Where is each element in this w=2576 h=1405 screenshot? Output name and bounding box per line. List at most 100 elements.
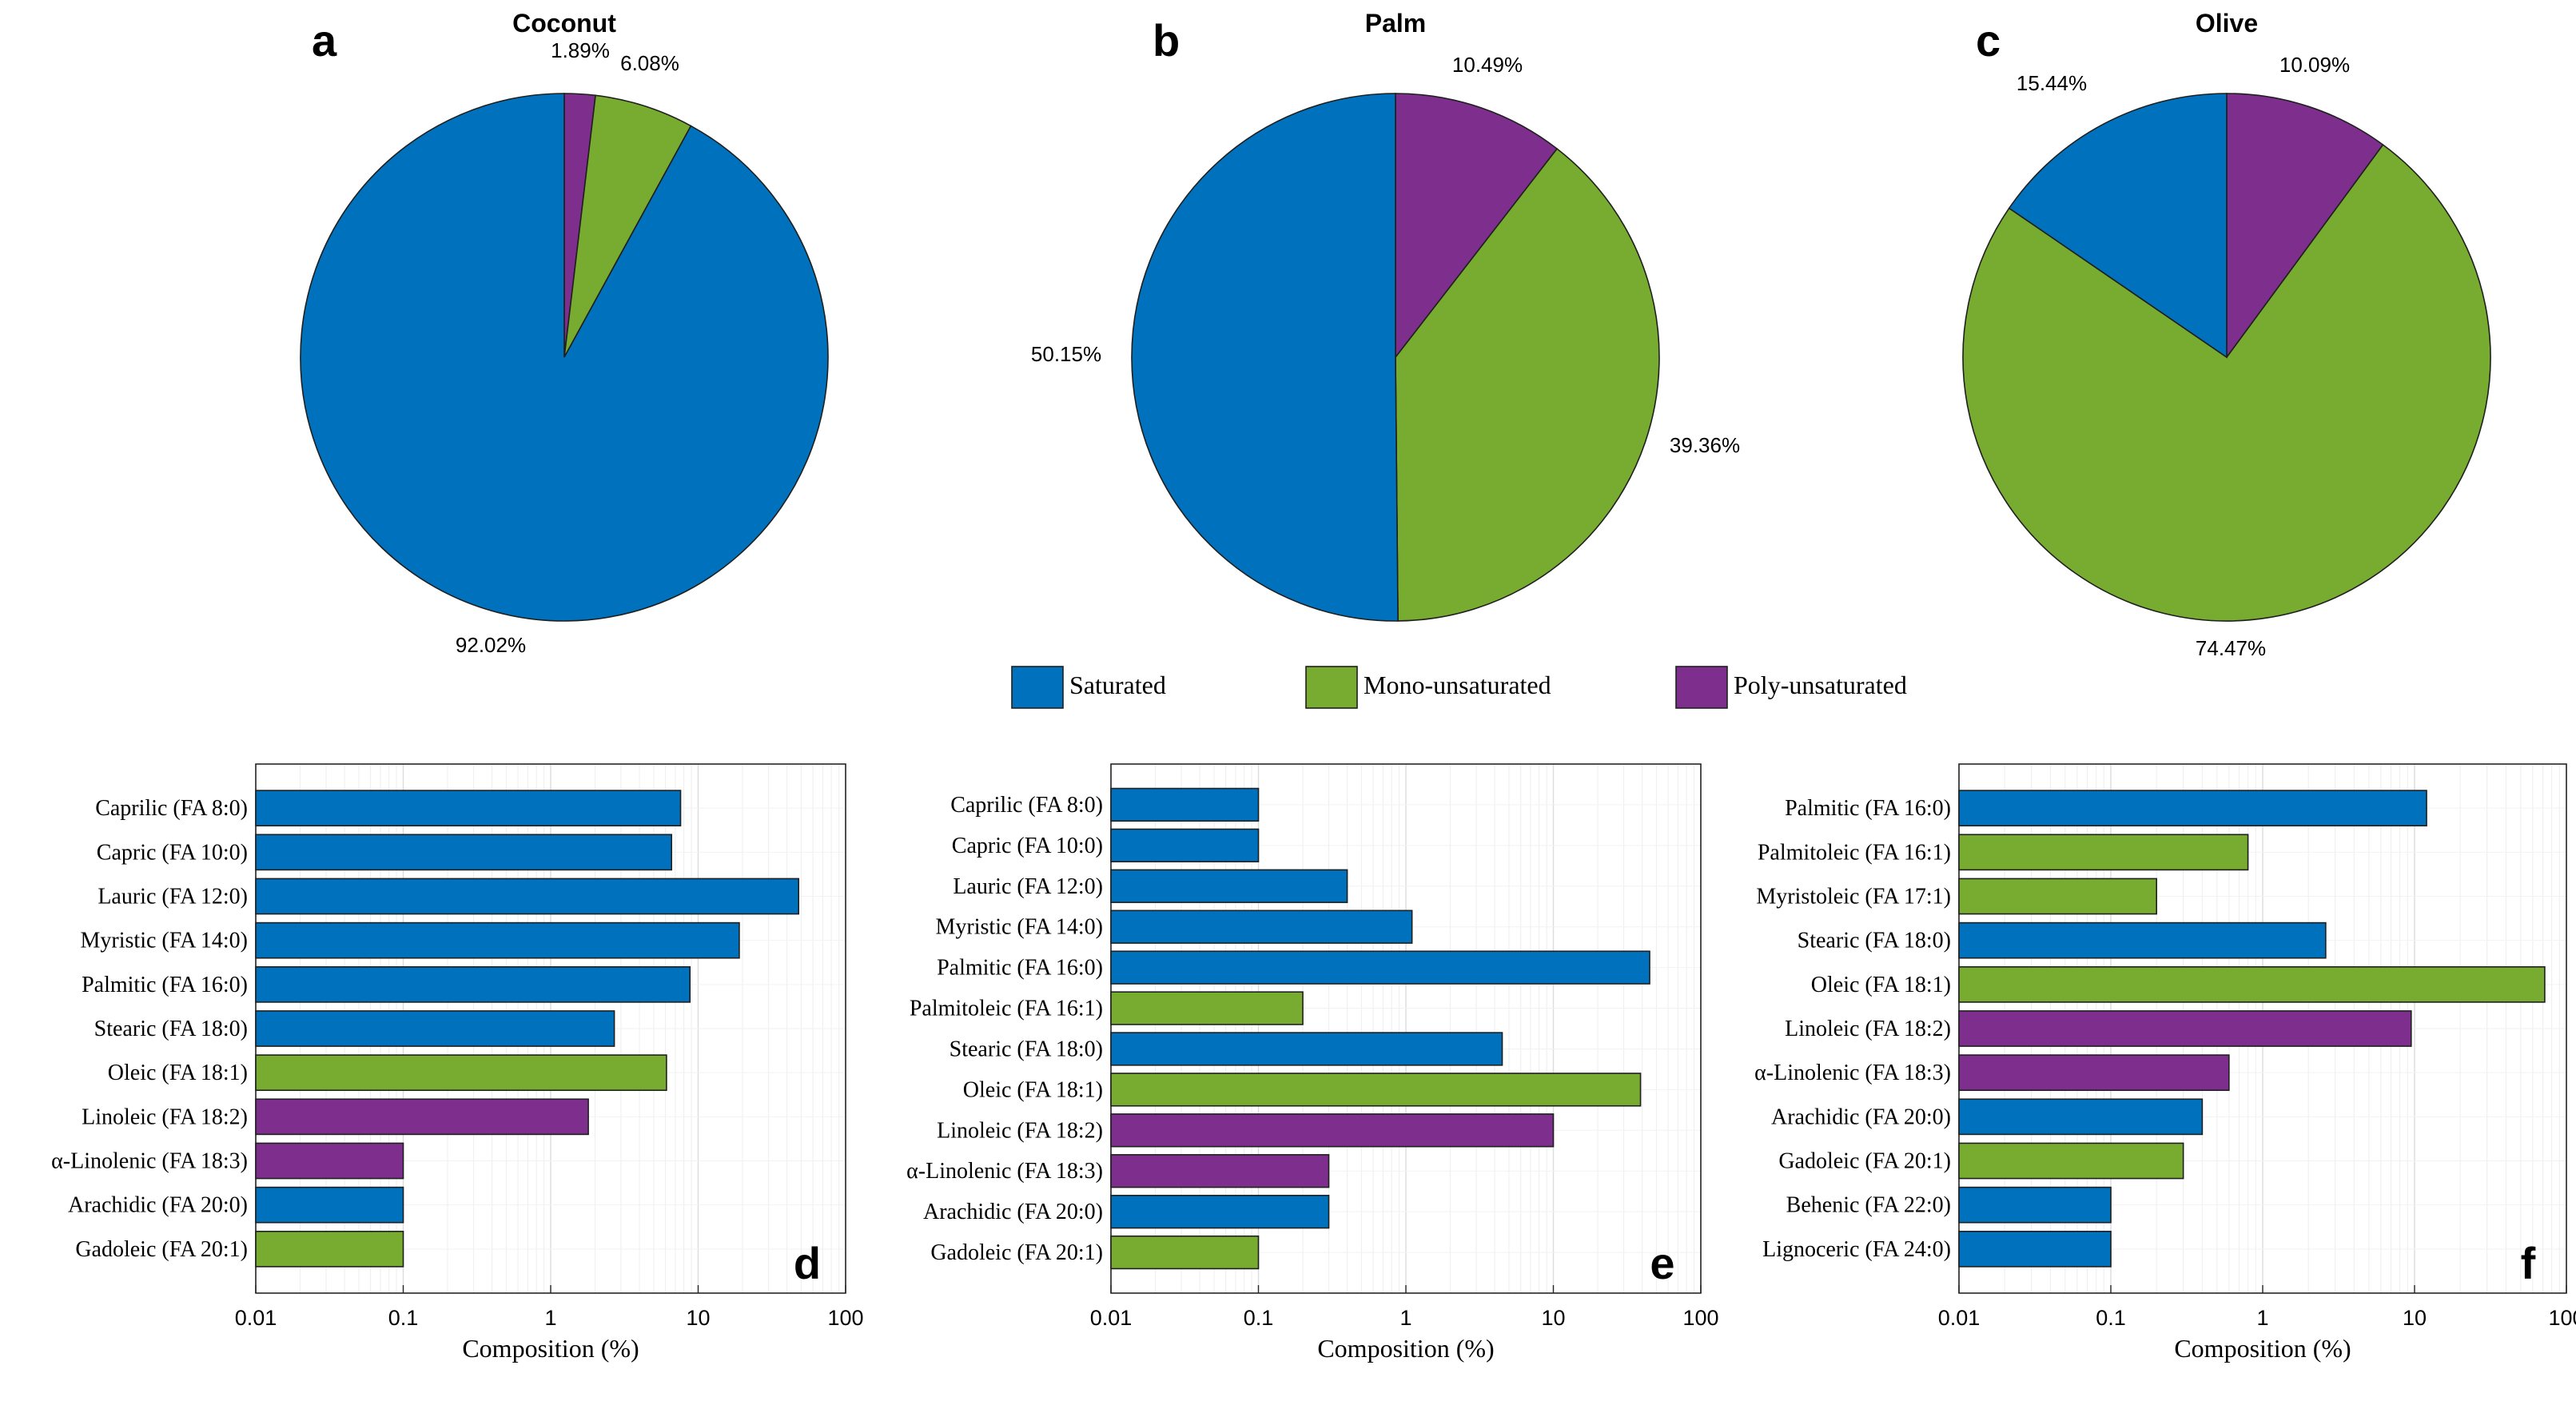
category-label: Oleic (FA 18:1) bbox=[108, 1061, 248, 1085]
pie-chart-palm: b Palm 10.49% 39.36% 50.15% bbox=[1031, 9, 1740, 622]
bar-chart-palm: 0.01 0.1 1 10 100 Caprilic (FA 8:0) Capric (FA… bbox=[906, 763, 1719, 1363]
x-tick-label: 1 bbox=[544, 1306, 556, 1330]
legend-swatch-saturated bbox=[1011, 666, 1064, 709]
category-label: Arachidic (FA 20:0) bbox=[923, 1200, 1103, 1224]
bar-gadoleic-fa-20-1 bbox=[255, 1230, 404, 1268]
bar-behenic-fa-22-0 bbox=[1958, 1186, 2112, 1224]
pie-slice-label: 1.89% bbox=[551, 38, 610, 62]
bar-stearic-fa-18-0 bbox=[255, 1010, 615, 1047]
x-tick-label: 0.1 bbox=[2096, 1306, 2126, 1330]
panel-letter-c: c bbox=[1976, 15, 2001, 66]
x-tick-label: 0.01 bbox=[1090, 1306, 1133, 1330]
x-tick-label: 100 bbox=[1682, 1306, 1718, 1330]
bar-arachidic-fa-20-0 bbox=[1110, 1194, 1330, 1229]
category-label: Lauric (FA 12:0) bbox=[953, 874, 1103, 899]
bar-capric-fa-10-0 bbox=[255, 834, 673, 871]
category-label: Gadoleic (FA 20:1) bbox=[75, 1237, 248, 1262]
bar-palmitoleic-fa-16-1 bbox=[1110, 991, 1304, 1025]
pie-slice-mono bbox=[1962, 144, 2491, 622]
bar-stearic-fa-18-0 bbox=[1958, 921, 2327, 959]
category-label: Stearic (FA 18:0) bbox=[94, 1017, 248, 1041]
legend-swatch-poly bbox=[1675, 666, 1728, 709]
bar-myristic-fa-14-0 bbox=[255, 921, 740, 959]
bar-linoleic-fa-18-2 bbox=[255, 1098, 589, 1136]
legend: Saturated Mono-unsaturated Poly-unsaturate… bbox=[1011, 666, 1907, 709]
bar-palmitic-fa-16-0 bbox=[1958, 790, 2427, 827]
pie-slice-saturated bbox=[2008, 93, 2228, 359]
category-label: Palmitic (FA 16:0) bbox=[937, 956, 1103, 981]
bar-oleic-fa-18-1 bbox=[1958, 965, 2546, 1003]
bar-arachidic-fa-20-0 bbox=[255, 1186, 404, 1224]
pie-slice-label: 6.08% bbox=[620, 51, 679, 75]
x-axis-label: Composition (%) bbox=[462, 1334, 639, 1363]
bar-caprilic-fa-8-0 bbox=[255, 790, 682, 827]
bar-gadoleic-fa-20-1 bbox=[1110, 1235, 1260, 1270]
legend-label-mono: Mono-unsaturated bbox=[1364, 671, 1551, 699]
bar-oleic-fa-18-1 bbox=[255, 1054, 667, 1092]
pie-slice-label: 39.36% bbox=[1670, 433, 1740, 457]
x-tick-label: 100 bbox=[827, 1306, 863, 1330]
bar-gadoleic-fa-20-1 bbox=[1958, 1142, 2184, 1180]
x-tick-label: 0.1 bbox=[1244, 1306, 1274, 1330]
category-label: Linoleic (FA 18:2) bbox=[937, 1118, 1103, 1143]
bar-linolenic-fa-18-3 bbox=[1110, 1154, 1330, 1188]
bar-myristoleic-fa-17-1 bbox=[1958, 878, 2157, 915]
x-tick-label: 1 bbox=[2256, 1306, 2268, 1330]
x-tick-label: 10 bbox=[1541, 1306, 1565, 1330]
pie-slice-label: 50.15% bbox=[1031, 342, 1101, 366]
category-label: Palmitoleic (FA 16:1) bbox=[910, 997, 1103, 1021]
legend-swatch-mono bbox=[1305, 666, 1358, 709]
bar-capric-fa-10-0 bbox=[1110, 828, 1260, 863]
category-label: Palmitic (FA 16:0) bbox=[82, 973, 248, 997]
category-label: Capric (FA 10:0) bbox=[97, 840, 248, 865]
x-tick-label: 10 bbox=[686, 1306, 710, 1330]
bar-lauric-fa-12-0 bbox=[255, 878, 799, 915]
bar-chart-olive: 0.01 0.1 1 10 100 Palmitic (FA 16:0) Palmitole… bbox=[1754, 763, 2576, 1363]
axes-box bbox=[1110, 763, 1702, 1294]
category-label: Stearic (FA 18:0) bbox=[950, 1037, 1103, 1061]
category-label: Palmitic (FA 16:0) bbox=[1785, 796, 1951, 821]
panel-letter-b: b bbox=[1153, 15, 1180, 66]
x-tick-label: 0.01 bbox=[235, 1306, 277, 1330]
bar-palmitic-fa-16-0 bbox=[1110, 950, 1650, 985]
bar-stearic-fa-18-0 bbox=[1110, 1032, 1503, 1066]
x-tick-label: 1 bbox=[1399, 1306, 1411, 1330]
pie-slice-label: 10.49% bbox=[1452, 53, 1523, 77]
category-label: Behenic (FA 22:0) bbox=[1786, 1193, 1951, 1218]
category-label: Caprilic (FA 8:0) bbox=[95, 796, 248, 821]
x-axis-label: Composition (%) bbox=[1317, 1334, 1494, 1363]
pie-slice-label: 15.44% bbox=[2017, 71, 2087, 95]
bar-palmitoleic-fa-16-1 bbox=[1958, 834, 2249, 871]
bar-arachidic-fa-20-0 bbox=[1958, 1098, 2204, 1136]
legend-label-saturated: Saturated bbox=[1069, 671, 1166, 699]
category-label: Stearic (FA 18:0) bbox=[1798, 929, 1951, 953]
category-label: Lignoceric (FA 24:0) bbox=[1762, 1237, 1951, 1262]
category-label: Capric (FA 10:0) bbox=[952, 834, 1103, 858]
bar-myristic-fa-14-0 bbox=[1110, 909, 1413, 944]
category-label: Arachidic (FA 20:0) bbox=[1771, 1104, 1951, 1129]
pie-title: Olive bbox=[2196, 9, 2258, 38]
pie-chart-olive: c Olive 10.09% 74.47% 15.44% bbox=[1962, 9, 2491, 660]
category-label: Lauric (FA 12:0) bbox=[98, 885, 248, 909]
x-tick-label: 0.1 bbox=[388, 1306, 419, 1330]
x-tick-label: 100 bbox=[2548, 1306, 2576, 1330]
bar-oleic-fa-18-1 bbox=[1110, 1073, 1642, 1107]
category-label: Palmitoleic (FA 16:1) bbox=[1758, 840, 1951, 865]
x-axis-label: Composition (%) bbox=[2174, 1334, 2351, 1363]
panel-letter-e: e bbox=[1650, 1238, 1674, 1288]
bar-linolenic-fa-18-3 bbox=[255, 1142, 404, 1180]
pie-slice-poly bbox=[2226, 93, 2384, 360]
x-tick-label: 0.01 bbox=[1938, 1306, 1981, 1330]
bar-linolenic-fa-18-3 bbox=[1958, 1054, 2230, 1092]
category-label: Myristic (FA 14:0) bbox=[936, 915, 1103, 940]
bar-lignoceric-fa-24-0 bbox=[1958, 1230, 2112, 1268]
bar-caprilic-fa-8-0 bbox=[1110, 787, 1260, 822]
category-label: Oleic (FA 18:1) bbox=[1811, 973, 1951, 997]
category-label: α-Linolenic (FA 18:3) bbox=[51, 1149, 248, 1174]
x-tick-label: 10 bbox=[2403, 1306, 2427, 1330]
panel-letter-f: f bbox=[2521, 1238, 2536, 1288]
pie-slice-poly bbox=[1395, 93, 1559, 360]
bar-lauric-fa-12-0 bbox=[1110, 869, 1348, 903]
bar-linoleic-fa-18-2 bbox=[1958, 1010, 2412, 1047]
